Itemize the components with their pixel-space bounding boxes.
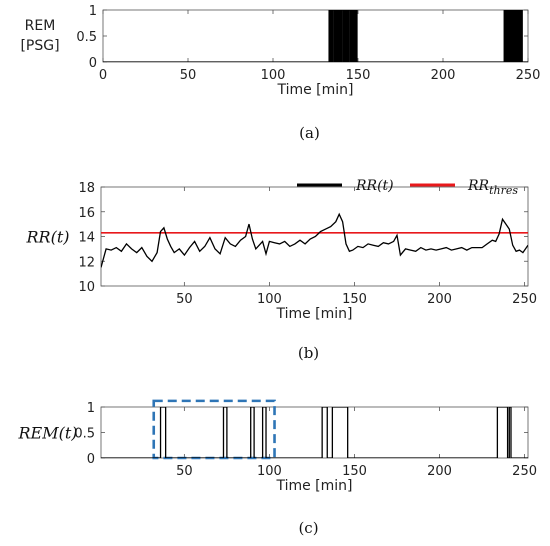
legend: RR(t) RRthres [297, 178, 518, 197]
x-tick-label: 50 [176, 464, 193, 479]
y-axis-label-line: [PSG] [20, 38, 59, 54]
y-tick-label: 14 [78, 231, 95, 246]
plot-area-frame [102, 9, 529, 63]
x-axis-label: Time [min] [275, 306, 352, 322]
y-axis-label: REM(t) [17, 424, 77, 443]
series-line [101, 212, 528, 268]
series-line [103, 10, 528, 62]
chart-panel-a: 0 50 100 150 200 250 0 0.5 1 Time [min] REM [PSG] (a… [20, 4, 540, 142]
y-tick-label: 10 [78, 280, 95, 295]
x-tick-label: 50 [176, 292, 193, 307]
y-tick-label: 0 [87, 452, 95, 467]
x-tick-label: 150 [342, 464, 367, 479]
x-tick-label: 200 [427, 292, 452, 307]
x-tick-label: 150 [346, 68, 371, 83]
x-tick-label: 200 [427, 464, 452, 479]
legend-label-subscript: thres [489, 184, 518, 197]
y-tick-label: 1 [89, 4, 97, 19]
x-tick-label: 100 [257, 464, 282, 479]
x-tick-label: 250 [512, 292, 537, 307]
x-axis-label: Time [min] [276, 82, 353, 98]
panel-caption: (a) [299, 124, 320, 142]
chart-panel-b: 50 100 150 200 250 10 12 14 16 18 Time [min] RR(t) (… [25, 178, 537, 362]
y-tick-label: 0 [89, 56, 97, 71]
highlight-box [152, 399, 276, 460]
x-axis-label: Time [min] [275, 478, 352, 494]
x-tick-label: 150 [342, 292, 367, 307]
legend-label-main: RR [467, 178, 490, 194]
y-tick-label: 12 [78, 255, 95, 270]
y-tick-label: 1 [87, 401, 95, 416]
x-tick-label: 50 [180, 68, 197, 83]
x-tick-label: 250 [512, 464, 537, 479]
panel-caption: (c) [298, 519, 318, 537]
y-tick-label: 18 [78, 181, 95, 196]
x-tick-label: 100 [261, 68, 286, 83]
x-tick-label: 200 [431, 68, 456, 83]
y-axis-label-line: REM [25, 18, 56, 34]
x-tick-label: 100 [257, 292, 282, 307]
y-tick-label: 0.5 [74, 427, 95, 442]
y-tick-label: 16 [78, 206, 95, 221]
legend-label-rr-thres: RRthres [467, 178, 518, 197]
y-axis-label: RR(t) [25, 228, 69, 247]
x-tick-label: 0 [99, 68, 107, 83]
series-line [101, 407, 528, 458]
panel-caption: (b) [298, 344, 319, 362]
chart-panel-c: 50 100 150 200 250 0 0.5 1 Time [min] REM(t) (c) [17, 399, 537, 537]
x-tick-label: 250 [516, 68, 541, 83]
legend-label-rr: RR(t) [355, 178, 394, 194]
y-tick-label: 0.5 [76, 30, 97, 45]
